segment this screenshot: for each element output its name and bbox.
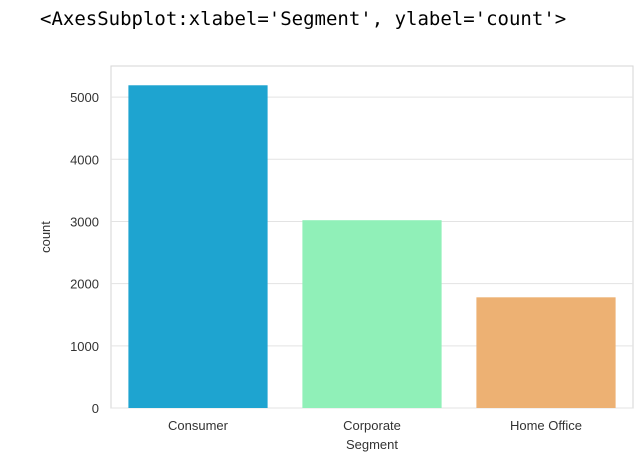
x-axis-label: Segment: [346, 437, 398, 452]
bars: [128, 85, 616, 408]
bar-home-office: [476, 297, 616, 408]
y-tick-labels: 0 1000 2000 3000 4000 5000: [70, 90, 99, 416]
y-axis-label: count: [38, 221, 53, 253]
output-repr-text: <AxesSubplot:xlabel='Segment', ylabel='c…: [40, 8, 567, 30]
y-tick-label: 4000: [70, 152, 99, 167]
bar-corporate: [302, 220, 442, 408]
x-tick-label: Corporate: [343, 418, 401, 433]
y-tick-label: 5000: [70, 90, 99, 105]
bar-consumer: [128, 85, 268, 408]
x-tick-label: Home Office: [510, 418, 582, 433]
y-tick-label: 0: [92, 401, 99, 416]
x-tick-label: Consumer: [168, 418, 229, 433]
x-tick-labels: Consumer Corporate Home Office: [168, 418, 582, 433]
y-tick-label: 3000: [70, 214, 99, 229]
y-tick-label: 2000: [70, 277, 99, 292]
y-tick-label: 1000: [70, 339, 99, 354]
